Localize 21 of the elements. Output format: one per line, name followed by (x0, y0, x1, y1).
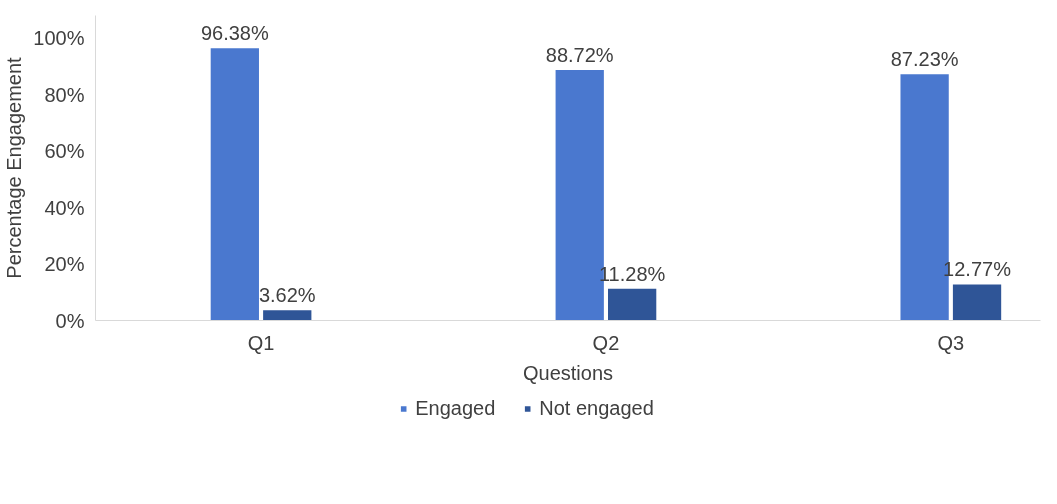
bar (263, 310, 312, 321)
x-tick-label: Q3 (937, 331, 965, 354)
y-tick-label: 40% (44, 196, 85, 219)
data-label: 3.62% (258, 284, 316, 307)
y-tick-label: 20% (44, 253, 85, 276)
legend-label: Not engaged (539, 396, 654, 420)
y-tick-label: 60% (44, 140, 85, 163)
data-label: 87.23% (890, 48, 959, 71)
x-axis-title: Questions (522, 361, 614, 384)
y-axis-title: Percentage Engagement (3, 56, 26, 279)
y-tick-label: 100% (33, 27, 85, 50)
y-tick-label: 0% (55, 309, 85, 332)
bar (952, 284, 1002, 321)
y-tick-label: 80% (44, 83, 85, 106)
bar (608, 288, 657, 321)
x-tick-label: Q2 (592, 331, 620, 354)
bar (210, 48, 259, 321)
x-tick-label: Q1 (247, 331, 275, 354)
data-label: 88.72% (545, 43, 614, 66)
data-label: 96.38% (200, 22, 269, 45)
legend-label: Engaged (415, 396, 496, 420)
